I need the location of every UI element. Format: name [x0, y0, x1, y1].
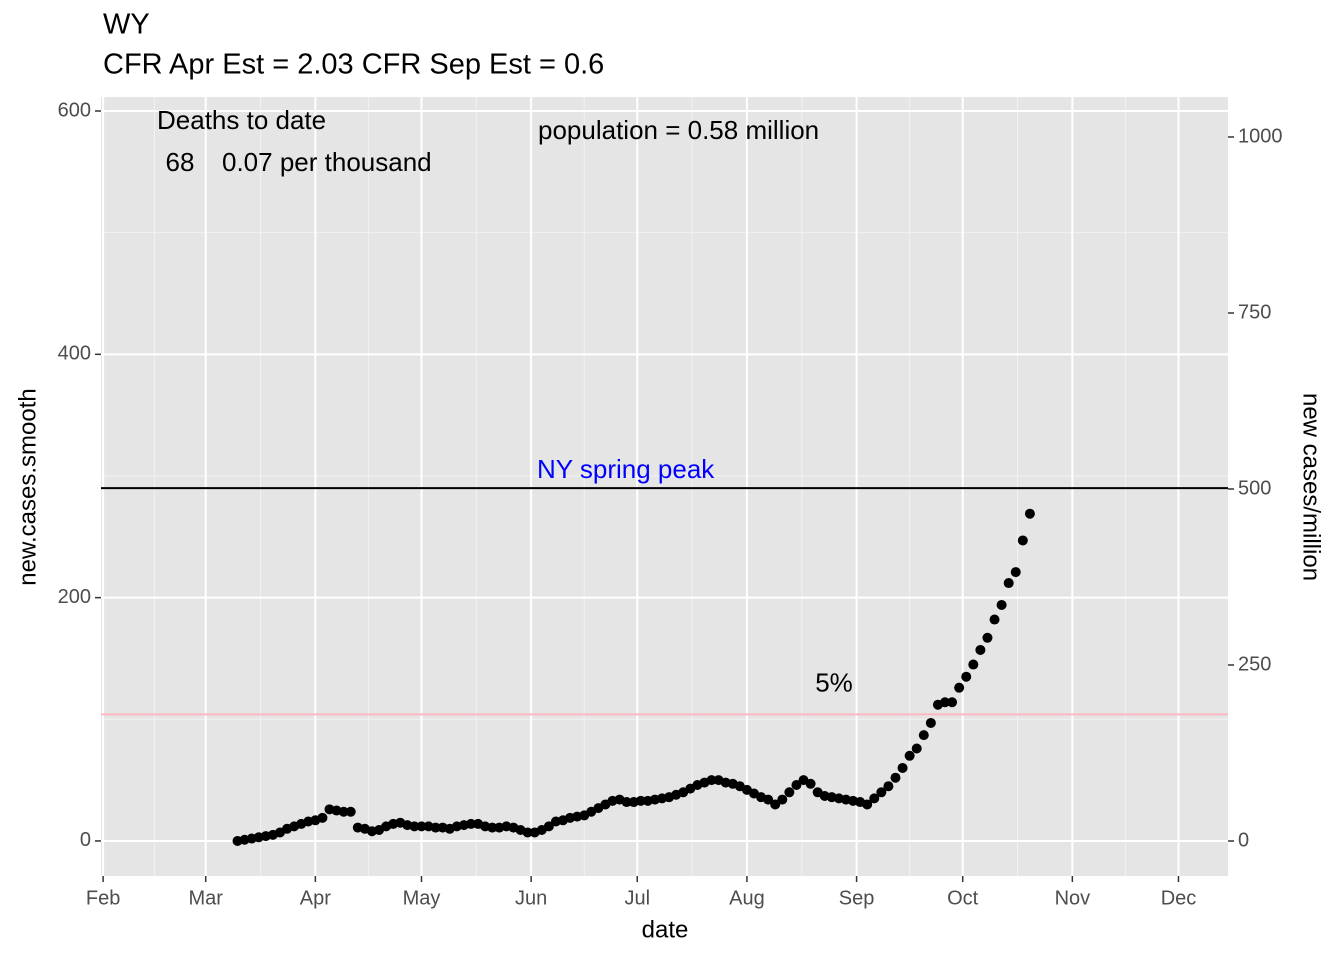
point	[1010, 567, 1021, 578]
point	[706, 775, 717, 786]
y2-tick-label: 750	[1238, 301, 1271, 323]
point	[317, 812, 328, 823]
point	[982, 632, 993, 643]
reference-label: 5%	[815, 667, 853, 697]
x-tick-label: May	[403, 887, 441, 909]
point	[968, 659, 979, 670]
point	[925, 717, 936, 728]
point	[883, 781, 894, 792]
point	[430, 822, 441, 833]
point	[890, 772, 901, 783]
y-tick-label: 200	[58, 586, 91, 608]
reference-label: NY spring peak	[537, 454, 715, 484]
x-tick-label: Dec	[1161, 887, 1197, 909]
point	[975, 644, 986, 655]
point	[770, 799, 781, 810]
point	[338, 806, 349, 817]
point	[635, 795, 646, 806]
point	[409, 821, 420, 832]
point	[466, 818, 477, 829]
point	[487, 822, 498, 833]
x-tick-label: Feb	[86, 887, 120, 909]
x-tick-label: Sep	[839, 887, 875, 909]
annotation: Deaths to date	[157, 105, 326, 135]
point	[763, 794, 774, 805]
y-tick-label: 400	[58, 343, 91, 365]
point	[947, 697, 958, 708]
y2-tick-label: 0	[1238, 829, 1249, 851]
chart-subtitle: CFR Apr Est = 2.03 CFR Sep Est = 0.6	[103, 49, 604, 81]
point	[543, 821, 554, 832]
point	[522, 827, 533, 838]
y2-axis-label: new cases/million	[1298, 393, 1325, 581]
point	[918, 730, 929, 741]
x-tick-label: Nov	[1055, 887, 1091, 909]
y2-tick-label: 250	[1238, 653, 1271, 675]
chart-title: WY	[103, 9, 150, 41]
point	[940, 697, 951, 708]
y2-tick-label: 500	[1238, 477, 1271, 499]
point	[961, 671, 972, 682]
point	[1024, 508, 1035, 519]
point	[805, 778, 816, 789]
point	[777, 794, 788, 805]
annotation: 68	[166, 147, 195, 177]
x-tick-label: Aug	[729, 887, 765, 909]
plot-panel	[101, 97, 1228, 876]
point	[869, 793, 880, 804]
x-axis-label: date	[642, 916, 689, 943]
x-tick-label: Apr	[300, 887, 331, 909]
x-tick-label: Jun	[515, 887, 547, 909]
annotation: population = 0.58 million	[538, 115, 819, 145]
point	[989, 614, 1000, 625]
point	[416, 821, 427, 832]
point	[954, 682, 965, 693]
y-tick-label: 600	[58, 99, 91, 121]
point	[621, 797, 632, 808]
point	[1003, 578, 1014, 589]
point	[1017, 535, 1028, 546]
y2-tick-label: 1000	[1238, 125, 1283, 147]
y-tick-label: 0	[80, 829, 91, 851]
point	[345, 806, 356, 817]
point	[791, 779, 802, 790]
point	[784, 787, 795, 798]
point	[876, 787, 887, 798]
point	[911, 743, 922, 754]
y-axis-label: new.cases.smooth	[14, 388, 41, 585]
annotation: 0.07 per thousand	[222, 147, 432, 177]
point	[904, 750, 915, 761]
x-tick-label: Mar	[188, 887, 223, 909]
x-tick-label: Oct	[947, 887, 979, 909]
x-tick-label: Jul	[624, 887, 650, 909]
point	[996, 599, 1007, 610]
point	[897, 762, 908, 773]
point	[862, 799, 873, 810]
